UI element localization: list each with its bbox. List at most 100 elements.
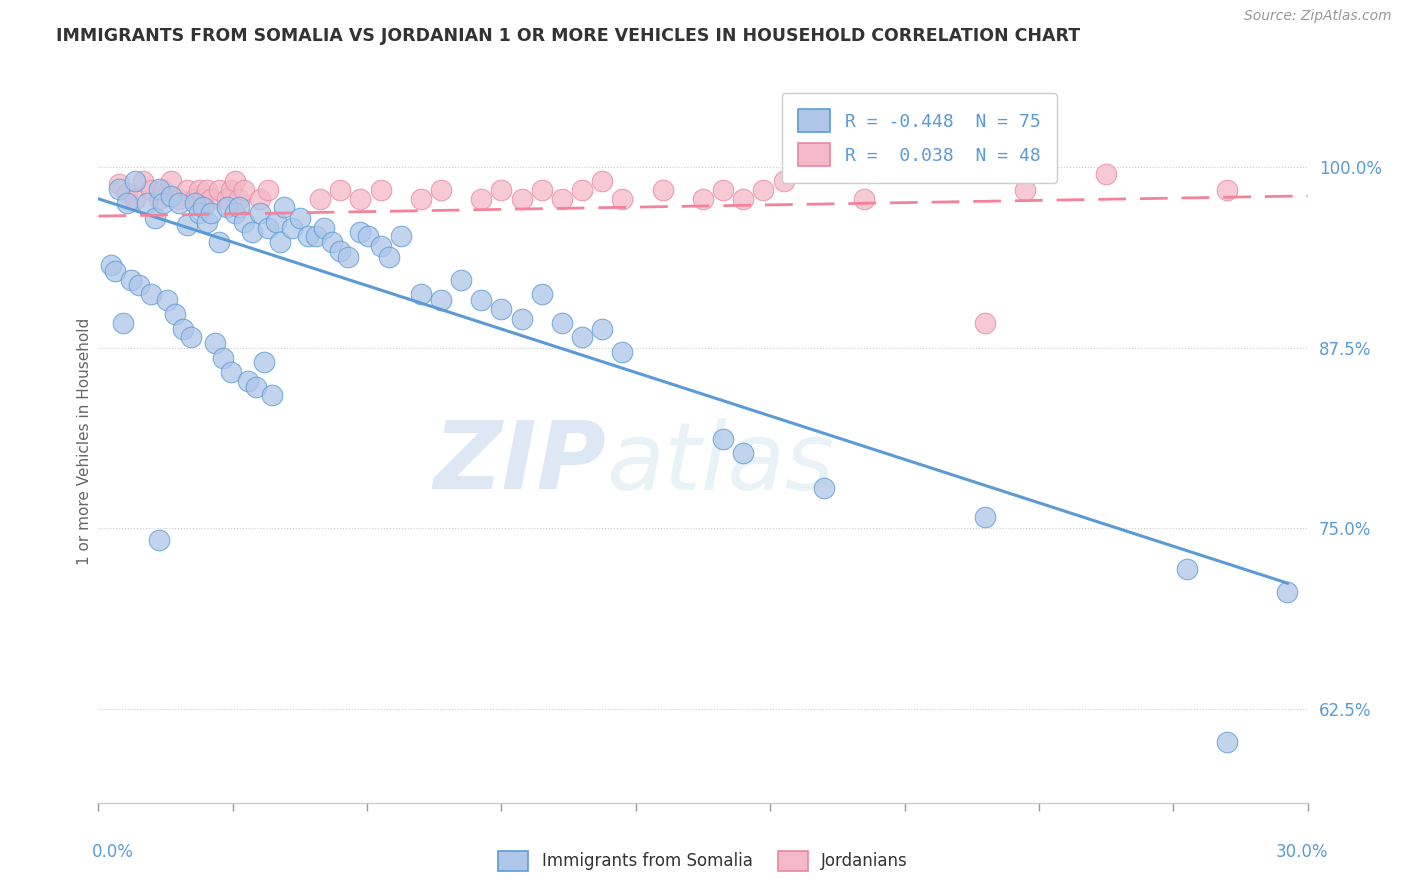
Point bbox=[228, 192, 250, 206]
Point bbox=[711, 183, 734, 197]
Point bbox=[269, 235, 291, 249]
Point bbox=[176, 183, 198, 197]
Point bbox=[148, 192, 170, 206]
Point bbox=[249, 192, 271, 206]
Point bbox=[470, 293, 492, 307]
Point bbox=[139, 287, 162, 301]
Point bbox=[571, 330, 593, 344]
Point bbox=[212, 351, 235, 365]
Point bbox=[124, 174, 146, 188]
Point bbox=[176, 218, 198, 232]
Text: IMMIGRANTS FROM SOMALIA VS JORDANIAN 1 OR MORE VEHICLES IN HOUSEHOLD CORRELATION: IMMIGRANTS FROM SOMALIA VS JORDANIAN 1 O… bbox=[56, 27, 1080, 45]
Point bbox=[530, 183, 553, 197]
Point bbox=[314, 220, 336, 235]
Point bbox=[612, 192, 634, 206]
Point bbox=[184, 192, 207, 206]
Point bbox=[309, 192, 332, 206]
Point bbox=[377, 250, 399, 264]
Point bbox=[115, 186, 138, 200]
Point bbox=[152, 196, 174, 211]
Point bbox=[224, 174, 246, 188]
Point bbox=[224, 206, 246, 220]
Point bbox=[139, 183, 162, 197]
Point bbox=[1095, 167, 1118, 181]
Point bbox=[240, 225, 263, 239]
Point bbox=[200, 206, 222, 220]
Point bbox=[752, 183, 775, 197]
Point bbox=[853, 192, 876, 206]
Point bbox=[772, 174, 794, 188]
Point bbox=[510, 192, 533, 206]
Point bbox=[530, 287, 553, 301]
Point bbox=[1014, 183, 1036, 197]
Point bbox=[370, 239, 392, 253]
Point bbox=[132, 174, 155, 188]
Legend: R = -0.448  N = 75, R =  0.038  N = 48: R = -0.448 N = 75, R = 0.038 N = 48 bbox=[782, 93, 1057, 183]
Point bbox=[349, 225, 371, 239]
Point bbox=[195, 183, 218, 197]
Text: ZIP: ZIP bbox=[433, 417, 606, 509]
Point bbox=[195, 215, 218, 229]
Point bbox=[281, 220, 304, 235]
Point bbox=[208, 235, 231, 249]
Point bbox=[128, 278, 150, 293]
Point bbox=[264, 215, 287, 229]
Point bbox=[232, 215, 254, 229]
Y-axis label: 1 or more Vehicles in Household: 1 or more Vehicles in Household bbox=[77, 318, 91, 566]
Point bbox=[389, 229, 412, 244]
Point bbox=[337, 250, 360, 264]
Point bbox=[167, 192, 190, 206]
Point bbox=[1216, 183, 1239, 197]
Point bbox=[1277, 584, 1299, 599]
Point bbox=[510, 311, 533, 326]
Legend: Immigrants from Somalia, Jordanians: Immigrants from Somalia, Jordanians bbox=[491, 842, 915, 880]
Point bbox=[135, 196, 157, 211]
Text: 30.0%: 30.0% bbox=[1277, 843, 1329, 861]
Point bbox=[152, 183, 174, 197]
Point bbox=[370, 183, 392, 197]
Point bbox=[200, 192, 222, 206]
Point bbox=[651, 183, 673, 197]
Point bbox=[1175, 562, 1198, 576]
Point bbox=[143, 211, 166, 225]
Point bbox=[111, 316, 134, 330]
Point bbox=[228, 201, 250, 215]
Point bbox=[430, 293, 453, 307]
Point bbox=[156, 293, 179, 307]
Point bbox=[163, 307, 186, 321]
Point bbox=[221, 183, 243, 197]
Point bbox=[491, 183, 513, 197]
Point bbox=[974, 316, 997, 330]
Point bbox=[813, 481, 835, 495]
Point bbox=[160, 189, 183, 203]
Point bbox=[591, 322, 613, 336]
Point bbox=[409, 192, 432, 206]
Text: 0.0%: 0.0% bbox=[91, 843, 134, 861]
Point bbox=[236, 374, 259, 388]
Point bbox=[217, 201, 239, 215]
Point bbox=[208, 183, 231, 197]
Point bbox=[551, 192, 574, 206]
Point bbox=[120, 273, 142, 287]
Point bbox=[172, 322, 194, 336]
Point bbox=[357, 229, 380, 244]
Point bbox=[321, 235, 343, 249]
Point bbox=[1216, 735, 1239, 749]
Point bbox=[329, 244, 352, 258]
Point bbox=[188, 206, 211, 220]
Point bbox=[273, 201, 295, 215]
Point bbox=[193, 192, 215, 206]
Point bbox=[103, 264, 125, 278]
Point bbox=[148, 533, 170, 547]
Point bbox=[470, 192, 492, 206]
Point bbox=[551, 316, 574, 330]
Text: atlas: atlas bbox=[606, 417, 835, 508]
Point bbox=[692, 192, 714, 206]
Point bbox=[221, 365, 243, 379]
Point bbox=[245, 379, 267, 393]
Point bbox=[193, 201, 215, 215]
Point bbox=[591, 174, 613, 188]
Point bbox=[188, 183, 211, 197]
Point bbox=[167, 196, 190, 211]
Point bbox=[180, 330, 202, 344]
